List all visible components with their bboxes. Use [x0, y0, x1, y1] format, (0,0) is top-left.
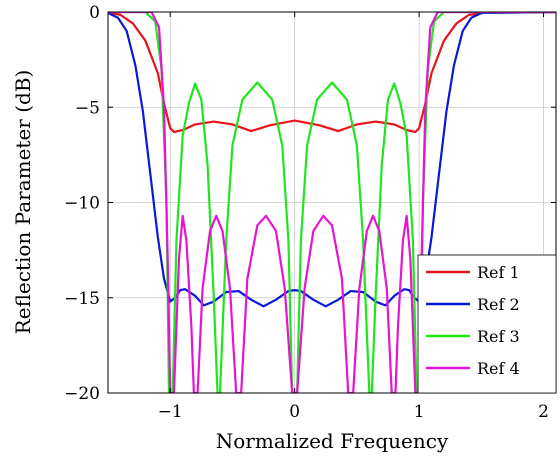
- x-tick-label: 0: [289, 402, 300, 422]
- y-tick-label: −10: [64, 194, 100, 214]
- series-line-ref-3: [108, 12, 556, 393]
- series-lines: [108, 12, 556, 393]
- x-axis-label: Normalized Frequency: [216, 429, 449, 453]
- legend-label-ref-1: Ref 1: [477, 263, 520, 282]
- legend-box: [417, 254, 557, 394]
- legend: Ref 1 Ref 2 Ref 3 Ref 4: [417, 254, 557, 394]
- y-tick-label: −5: [75, 98, 100, 118]
- series-line-ref-1: [108, 12, 556, 134]
- legend-label-ref-3: Ref 3: [477, 327, 520, 346]
- tick-labels: −1 0 1 20−5−10−15−20: [64, 3, 549, 422]
- y-tick-label: 0: [89, 3, 100, 23]
- y-tick-label: −15: [64, 289, 100, 309]
- legend-label-ref-2: Ref 2: [477, 295, 520, 314]
- y-axis-label: Reflection Parameter (dB): [11, 70, 35, 335]
- x-tick-label: 1: [414, 402, 425, 422]
- y-tick-label: −20: [64, 384, 100, 404]
- legend-label-ref-4: Ref 4: [477, 359, 520, 378]
- x-tick-label: 2: [538, 402, 549, 422]
- x-tick-label: −1: [158, 402, 183, 422]
- series-line-ref-4: [108, 12, 556, 393]
- series-line-ref-2: [108, 12, 556, 308]
